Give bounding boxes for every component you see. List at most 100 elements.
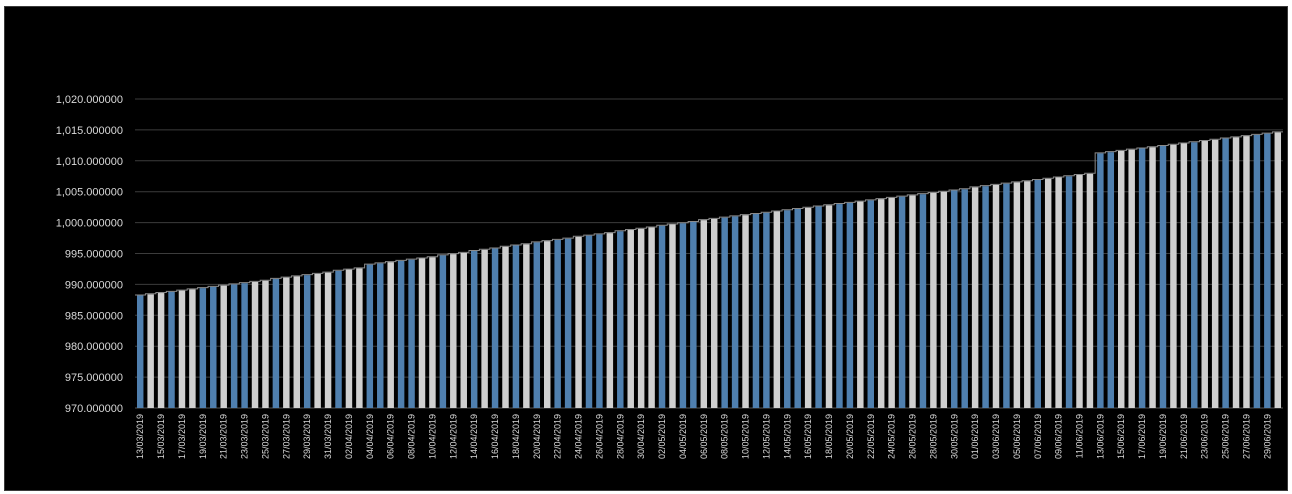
bar (1160, 146, 1166, 408)
x-tick-label: 19/03/2019 (198, 414, 208, 459)
bar (534, 242, 540, 408)
x-tick-label: 20/04/2019 (532, 414, 542, 459)
bar (314, 274, 320, 408)
bar (669, 224, 675, 408)
bar (763, 213, 769, 408)
bar (241, 283, 247, 408)
x-tick-label: 21/06/2019 (1179, 414, 1189, 459)
x-tick-label: 15/06/2019 (1116, 414, 1126, 459)
bar (1233, 137, 1239, 408)
x-tick-label: 13/06/2019 (1095, 414, 1105, 459)
bar (1097, 153, 1103, 408)
bar (408, 260, 414, 408)
x-tick-label: 01/06/2019 (970, 414, 980, 459)
bar (158, 293, 164, 408)
bar (461, 253, 467, 408)
y-tick-label: 1,005.000000 (56, 187, 123, 199)
bar (377, 263, 383, 408)
y-tick-label: 1,000.000000 (56, 218, 123, 230)
bar (596, 234, 602, 408)
bar (523, 244, 529, 408)
x-tick-label: 03/06/2019 (991, 414, 1001, 459)
x-tick-label: 20/05/2019 (845, 414, 855, 459)
x-tick-label: 19/06/2019 (1158, 414, 1168, 459)
bar (137, 296, 143, 408)
bar (262, 281, 268, 408)
bar (1128, 150, 1134, 408)
bar (450, 254, 456, 408)
y-tick-label: 1,015.000000 (56, 125, 123, 137)
x-tick-label: 21/03/2019 (219, 414, 229, 459)
bar (398, 261, 404, 408)
x-tick-label: 04/05/2019 (678, 414, 688, 459)
y-tick-label: 975.000000 (65, 372, 123, 384)
y-tick-label: 1,020.000000 (56, 94, 123, 106)
bar (1014, 182, 1020, 408)
x-tick-label: 02/05/2019 (657, 414, 667, 459)
chart-frame: 970.000000 975.000000 980.000000 985.000000… (4, 6, 1288, 491)
x-tick-label: 28/05/2019 (928, 414, 938, 459)
x-tick-label: 04/04/2019 (365, 414, 375, 459)
bar (179, 291, 185, 408)
bar (1139, 148, 1145, 408)
bar (1243, 136, 1249, 408)
bar (492, 249, 498, 408)
x-tick-label: 29/06/2019 (1262, 414, 1272, 459)
bar (1181, 144, 1187, 409)
x-tick-label: 09/06/2019 (1054, 414, 1064, 459)
bar (367, 265, 373, 408)
bar (826, 205, 832, 408)
x-tick-label: 23/06/2019 (1200, 414, 1210, 459)
bar (147, 294, 153, 408)
bar (930, 193, 936, 408)
bar (189, 289, 195, 408)
x-tick-label: 22/05/2019 (866, 414, 876, 459)
x-tick-label: 02/04/2019 (344, 414, 354, 459)
bar (920, 194, 926, 408)
x-tick-label: 22/04/2019 (553, 414, 563, 459)
y-tick-label: 990.000000 (65, 279, 123, 291)
bar (440, 255, 446, 408)
bar (753, 214, 759, 408)
bar (346, 270, 352, 408)
x-tick-label: 24/04/2019 (574, 414, 584, 459)
x-tick-label: 11/06/2019 (1074, 414, 1084, 458)
bar (1076, 175, 1082, 408)
x-tick-label: 07/06/2019 (1033, 414, 1043, 459)
bar (1191, 142, 1197, 408)
bar (857, 202, 863, 408)
x-tick-label: 16/05/2019 (803, 414, 813, 459)
bar (1045, 179, 1051, 408)
bar (888, 198, 894, 408)
bar (721, 218, 727, 408)
bar (1212, 140, 1218, 408)
bar (513, 245, 519, 408)
x-tick-label: 30/05/2019 (949, 414, 959, 459)
bar (283, 278, 289, 408)
bar (815, 207, 821, 408)
bar (794, 209, 800, 408)
x-tick-label: 06/04/2019 (386, 414, 396, 459)
bar (836, 204, 842, 408)
x-tick-label: 28/04/2019 (615, 414, 625, 459)
bar (993, 185, 999, 408)
bar (899, 197, 905, 408)
x-tick-label: 31/03/2019 (323, 414, 333, 459)
bar (961, 189, 967, 408)
x-tick-label: 24/05/2019 (887, 414, 897, 459)
bar (1254, 135, 1260, 408)
x-tick-label: 29/03/2019 (302, 414, 312, 459)
y-tick-label: 970.000000 (65, 403, 123, 415)
bar (294, 276, 300, 408)
bar (1275, 132, 1281, 408)
y-tick-label: 980.000000 (65, 341, 123, 353)
bar (982, 186, 988, 408)
bars (137, 132, 1281, 408)
bar (586, 236, 592, 408)
bar (335, 271, 341, 408)
bar (847, 203, 853, 408)
x-tick-label: 05/06/2019 (1012, 414, 1022, 459)
bar (1087, 174, 1093, 408)
x-tick-label: 25/06/2019 (1221, 414, 1231, 459)
bar (1170, 145, 1176, 408)
